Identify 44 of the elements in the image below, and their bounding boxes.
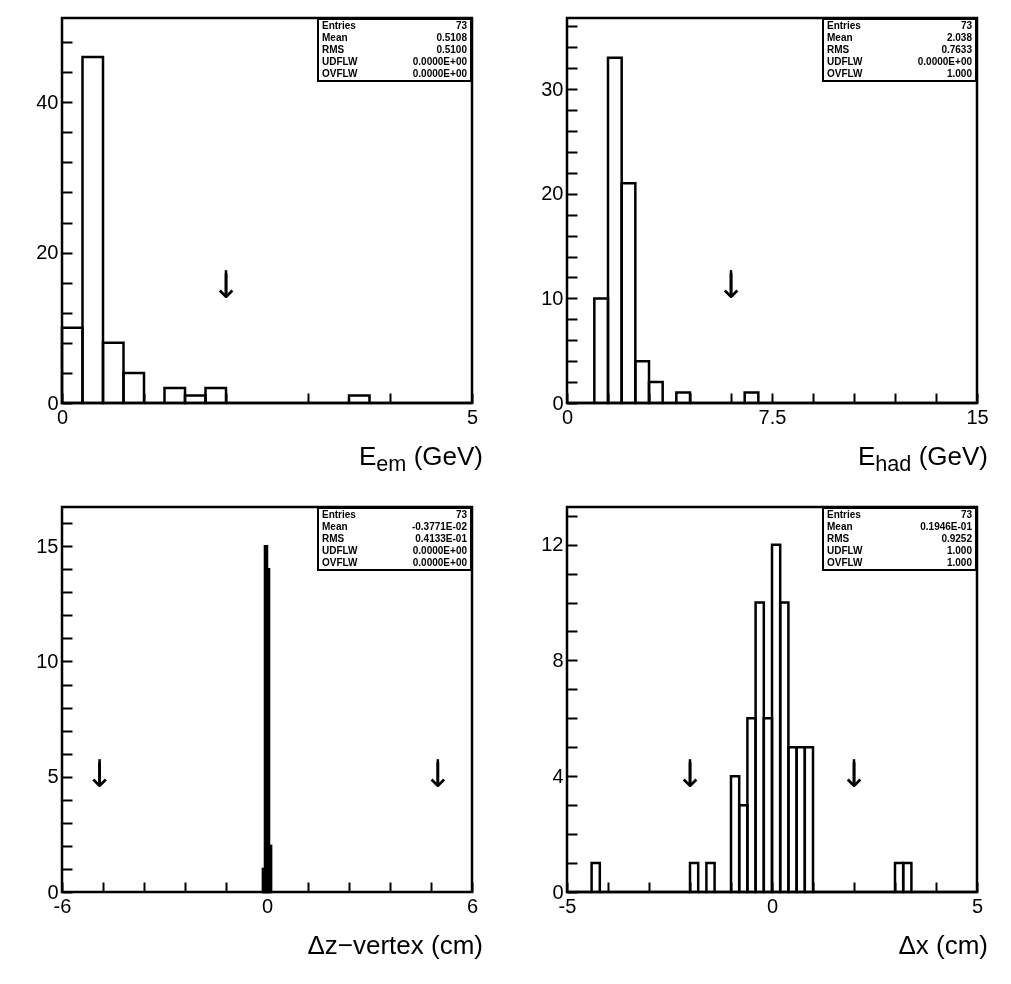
- y-tick-label: 12: [541, 533, 564, 556]
- y-tick-label: 20: [541, 182, 564, 205]
- x-tick-label: 5: [466, 405, 479, 428]
- text: Mean -0.3771E-02: [322, 521, 467, 533]
- text: Mean 2.038: [827, 32, 972, 43]
- y-tick-label: 0: [552, 391, 564, 414]
- text: Entries 73: [827, 509, 972, 521]
- y-tick-label: 0: [47, 391, 59, 414]
- y-tick-label: 5: [47, 765, 59, 788]
- x-tick-label: 0: [261, 894, 274, 917]
- x-axis-title: E$_{em}$ (GeV): [358, 441, 484, 478]
- y-tick-label: 4: [552, 764, 564, 787]
- text: RMS 0.5100: [322, 44, 467, 55]
- y-tick-label: 10: [36, 650, 59, 673]
- x-axis-title: Δx (cm): [897, 930, 989, 962]
- y-tick-label: 10: [541, 286, 564, 309]
- text: UDFLW 0.0000E+00: [322, 545, 467, 557]
- text: RMS 0.9252: [827, 533, 972, 545]
- x-axis-title: E$_{had}$ (GeV): [856, 441, 989, 478]
- x-tick-label: 7.5: [758, 405, 787, 428]
- text: OVFLW 0.0000E+00: [322, 557, 467, 569]
- text: Entries 73: [827, 20, 972, 31]
- text: Entries 73: [322, 20, 467, 31]
- text: OVFLW 0.0000E+00: [322, 68, 467, 79]
- text: RMS 0.7633: [827, 44, 972, 55]
- x-tick-label: 5: [971, 894, 984, 917]
- text: Mean 0.5108: [322, 32, 467, 43]
- y-tick-label: 15: [36, 534, 59, 557]
- text: RMS 0.4133E-01: [322, 533, 467, 545]
- text: OVFLW 1.000: [827, 557, 972, 569]
- y-tick-label: 30: [541, 77, 564, 100]
- x-tick-label: 15: [966, 405, 989, 428]
- text: UDFLW 0.0000E+00: [827, 56, 972, 67]
- text: UDFLW 0.0000E+00: [322, 56, 467, 67]
- x-tick-label: 0: [766, 894, 779, 917]
- text: OVFLW 1.000: [827, 68, 972, 79]
- y-tick-label: 8: [552, 649, 564, 672]
- y-tick-label: 40: [36, 90, 59, 113]
- text: Entries 73: [322, 509, 467, 521]
- y-tick-label: 20: [36, 241, 59, 264]
- x-tick-label: 6: [466, 894, 479, 917]
- text: Mean 0.1946E-01: [827, 521, 972, 533]
- x-axis-title: Δz−vertex (cm): [306, 930, 484, 962]
- text: UDFLW 1.000: [827, 545, 972, 557]
